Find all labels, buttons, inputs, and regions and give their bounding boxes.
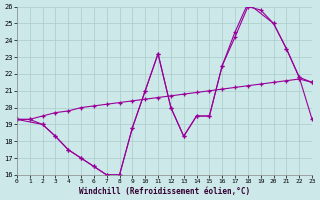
X-axis label: Windchill (Refroidissement éolien,°C): Windchill (Refroidissement éolien,°C) [79, 187, 250, 196]
